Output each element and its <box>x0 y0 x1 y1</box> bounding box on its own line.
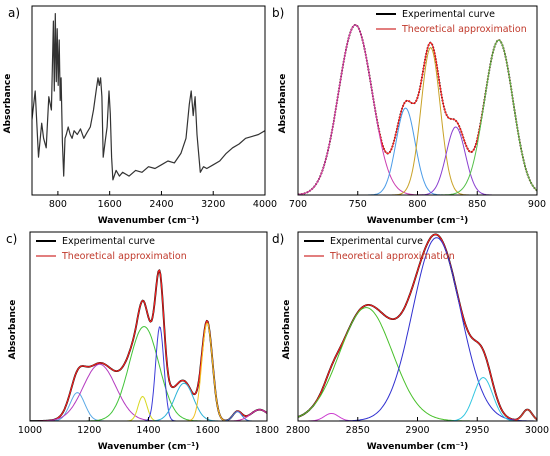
x-axis-label: Wavenumber (cm⁻¹) <box>367 216 469 226</box>
panel-label: c) <box>6 232 17 246</box>
panel-2: 700 750 800 850 900 Wavenumber (cm⁻¹) Absorban… <box>272 5 546 226</box>
spectrum-line <box>32 13 265 181</box>
experimental-curve <box>298 24 537 195</box>
panel-4: 2800 2850 2900 2950 3000 Wavenumber (cm⁻¹) Abs… <box>272 231 549 452</box>
panel-label: d) <box>272 232 284 246</box>
plot-area <box>32 13 265 181</box>
x-tick-label: 750 <box>349 199 367 210</box>
plot-frame <box>31 5 266 196</box>
legend-label: Theoretical approximation <box>329 251 455 262</box>
x-tick-label: 800 <box>408 199 426 210</box>
theoretical-curve <box>298 24 537 195</box>
x-tick-label: 1400 <box>136 425 160 436</box>
x-tick-label: 1800 <box>255 425 279 436</box>
x-tick-label: 2950 <box>465 425 489 436</box>
x-tick-label: 1600 <box>196 425 220 436</box>
component-peak-4 <box>298 237 537 421</box>
plot-area <box>298 233 537 421</box>
plot-area <box>298 24 537 195</box>
x-tick-label: 2850 <box>346 425 370 436</box>
component-peak-2 <box>298 24 537 195</box>
x-tick-label: 3000 <box>525 425 549 436</box>
x-axis-label: Wavenumber (cm⁻¹) <box>98 442 200 452</box>
component-peak-3 <box>298 307 537 421</box>
x-tick-label: 1000 <box>18 425 42 436</box>
x-tick-label: 1200 <box>77 425 101 436</box>
x-tick-label: 1600 <box>98 199 122 210</box>
component-peak-3 <box>298 107 537 195</box>
component-peak-2 <box>30 392 267 421</box>
y-axis-label: Absorbance <box>8 300 18 360</box>
component-peak-4 <box>30 326 267 421</box>
legend-label: Experimental curve <box>62 236 155 247</box>
component-peak-2 <box>298 413 537 421</box>
x-tick-label: 2400 <box>149 199 173 210</box>
component-peak-9 <box>30 411 267 421</box>
x-tick-label: 700 <box>289 199 307 210</box>
legend-label: Theoretical approximation <box>61 251 187 262</box>
x-tick-label: 850 <box>468 199 486 210</box>
x-axis-label: Wavenumber (cm⁻¹) <box>98 216 200 226</box>
component-peak-4 <box>298 47 537 195</box>
panel-3: 1000 1200 1400 1600 1800 Wavenumber (cm⁻¹) Abs… <box>6 231 279 452</box>
x-tick-label: 2900 <box>405 425 429 436</box>
x-tick-label: 4000 <box>253 199 277 210</box>
y-axis-label: Absorbance <box>3 74 13 134</box>
x-tick-label: 2800 <box>286 425 310 436</box>
component-peak-7 <box>30 382 267 421</box>
x-tick-label: 900 <box>528 199 546 210</box>
y-axis-label: Absorbance <box>282 300 292 360</box>
plot-area <box>30 269 267 421</box>
x-axis-label: Wavenumber (cm⁻¹) <box>367 442 469 452</box>
panel-label: a) <box>8 6 20 20</box>
x-tick-label: 800 <box>49 199 67 210</box>
legend-label: Theoretical approximation <box>401 24 527 35</box>
component-peak-6 <box>298 39 537 195</box>
y-axis-label: Absorbance <box>278 74 288 134</box>
x-tick-label: 3200 <box>201 199 225 210</box>
experimental-curve <box>30 269 267 421</box>
theoretical-curve <box>298 233 537 421</box>
legend-label: Experimental curve <box>402 9 495 20</box>
legend-label: Experimental curve <box>330 236 423 247</box>
panel-label: b) <box>272 6 284 20</box>
panel-1: 800 1600 2400 3200 4000 Wavenumber (cm⁻¹) Abso… <box>3 5 277 226</box>
component-peak-5 <box>298 377 537 421</box>
experimental-curve <box>298 233 537 421</box>
component-peak-5 <box>30 395 267 421</box>
theoretical-curve <box>30 269 267 421</box>
